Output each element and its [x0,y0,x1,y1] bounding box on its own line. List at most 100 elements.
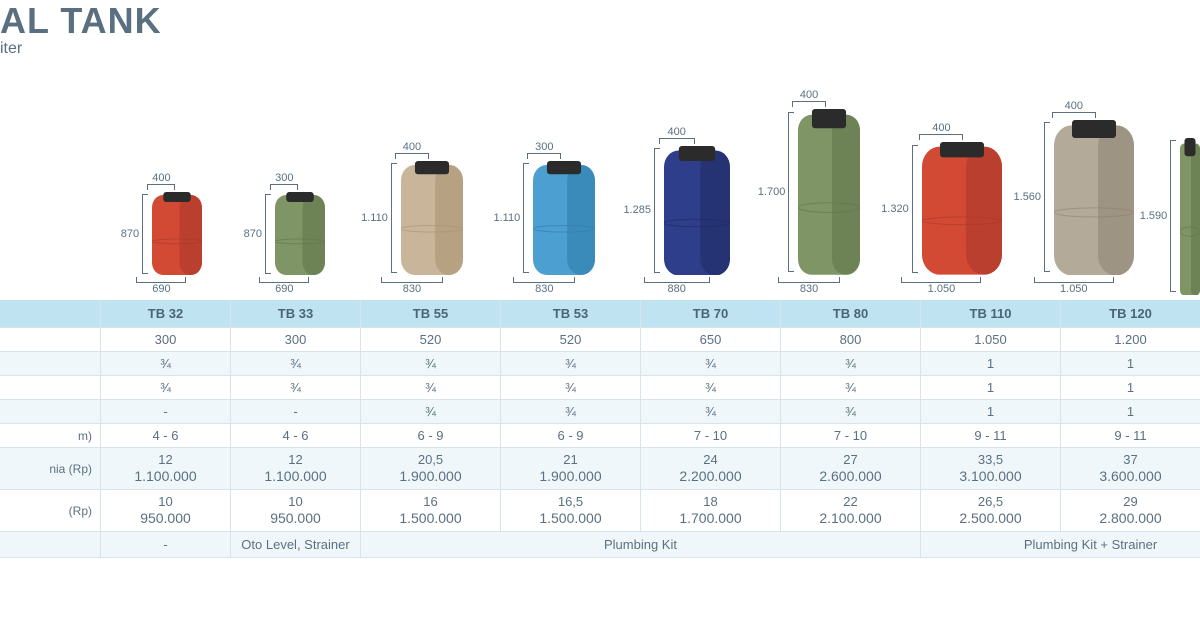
table-cell: 7 - 10 [780,424,920,447]
title-area: AL TANK iter [0,0,162,58]
model-header: TB 80 [833,306,868,321]
table-cell: - [100,400,230,423]
table-cell: 300 [100,328,230,351]
table-cell: 211.900.000 [500,448,640,489]
table-cell: ¾ [640,352,780,375]
table-cell: 1 [1060,352,1200,375]
tank-partial: 1.590 [1140,138,1200,295]
table-cell: ¾ [100,376,230,399]
table-cell: TB 53 [500,300,640,327]
model-header: TB 32 [148,306,183,321]
table-cell: 181.700.000 [640,490,780,531]
model-header: TB 55 [413,306,448,321]
table-cell: ¾ [500,376,640,399]
model-header: TB 120 [1109,306,1152,321]
accessory-cell: Plumbing Kit + Strainer [920,532,1200,557]
tank-side-dim: 1.560 [1014,122,1051,272]
row-label [0,532,100,557]
table-cell: 16,51.500.000 [500,490,640,531]
tank-icon [922,142,1002,275]
tank-icon [798,109,860,275]
tank-side-dim: 1.320 [881,145,918,273]
tank-bottom-dim: 880 [644,277,710,295]
table-cell: 1.050 [920,328,1060,351]
table-cell: ¾ [640,376,780,399]
accessory-cell: Plumbing Kit [360,532,920,557]
tank-TB 32: 400 870 690 [100,172,223,295]
table-cell: ¾ [230,352,360,375]
table-cell: ¾ [360,400,500,423]
row-label [0,400,100,423]
table-cell: 121.100.000 [100,448,230,489]
table-cell: 6 - 9 [500,424,640,447]
tank-top-dim: 400 [147,172,175,190]
tank-TB 70: 4001.285880 [611,126,743,296]
table-cell: 1 [920,352,1060,375]
model-header: TB 70 [693,306,728,321]
tank-icon [533,161,595,275]
tank-icon [1180,138,1200,295]
tank-side-dim: 870 [121,194,148,274]
tank-side-dim: 1.110 [493,163,529,273]
table-cell: ¾ [360,352,500,375]
tank-icon [664,146,730,276]
tank-top-dim: 400 [919,122,963,140]
tank-bottom-dim: 690 [136,277,186,295]
model-header: TB 110 [970,306,1012,321]
table-cell: ¾ [360,376,500,399]
tank-TB 120: 4001.560 1.050 [1008,100,1140,295]
table-cell: TB 70 [640,300,780,327]
table-cell: 650 [640,328,780,351]
model-header: TB 53 [553,306,588,321]
tank-side-dim: 1.110 [361,163,397,273]
tank-TB 33: 300870690 [223,172,346,295]
tanks-row: 4008706903008706904001.1108303001.110830… [100,85,1200,295]
table-cell: 161.500.000 [360,490,500,531]
table-cell: ¾ [230,376,360,399]
table-cell: TB 80 [780,300,920,327]
row-label [0,328,100,351]
tank-icon [401,161,463,275]
table-cell: ¾ [500,352,640,375]
table-cell: 10950.000 [230,490,360,531]
tank-side-dim: 1.590 [1140,140,1177,292]
table-cell: 20,51.900.000 [360,448,500,489]
tank-top-dim: 400 [1052,100,1096,118]
table-cell: 1.200 [1060,328,1200,351]
tank-TB 53: 3001.110830 [478,141,610,295]
table-cell: 121.100.000 [230,448,360,489]
table-cell: 520 [360,328,500,351]
tank-top-dim: 400 [395,141,429,159]
tank-bottom-dim: 830 [381,277,443,295]
table-cell: 4 - 6 [230,424,360,447]
tank-icon [1054,120,1134,275]
table-cell: 6 - 9 [360,424,500,447]
tank-bottom-dim: 690 [259,277,309,295]
accessory-cell: - [100,532,230,557]
tank-top-dim: 400 [659,126,695,144]
table-cell: 520 [500,328,640,351]
table-cell: 292.800.000 [1060,490,1200,531]
tank-side-dim: 870 [244,194,271,274]
tank-side-dim: 1.700 [758,112,795,272]
tank-TB 110: 4001.3201.050 [875,122,1007,295]
row-label [0,376,100,399]
table-cell: 373.600.000 [1060,448,1200,489]
table-cell: 242.200.000 [640,448,780,489]
table-cell: 10950.000 [100,490,230,531]
tank-TB 55: 400 1.110 830 [346,141,478,295]
row-label [0,300,100,327]
model-header: TB 33 [278,306,313,321]
table-cell: 222.100.000 [780,490,920,531]
table-cell: TB 110 [920,300,1060,327]
page-title: AL TANK [0,0,162,42]
tank-top-dim: 400 [792,89,826,107]
table-cell: 9 - 11 [920,424,1060,447]
table-cell: 300 [230,328,360,351]
table-cell: - [230,400,360,423]
tank-bottom-dim: 1.050 [1034,277,1114,295]
table-cell: ¾ [100,352,230,375]
tank-bottom-dim: 830 [513,277,575,295]
table-cell: 33,53.100.000 [920,448,1060,489]
tank-icon [152,192,202,275]
